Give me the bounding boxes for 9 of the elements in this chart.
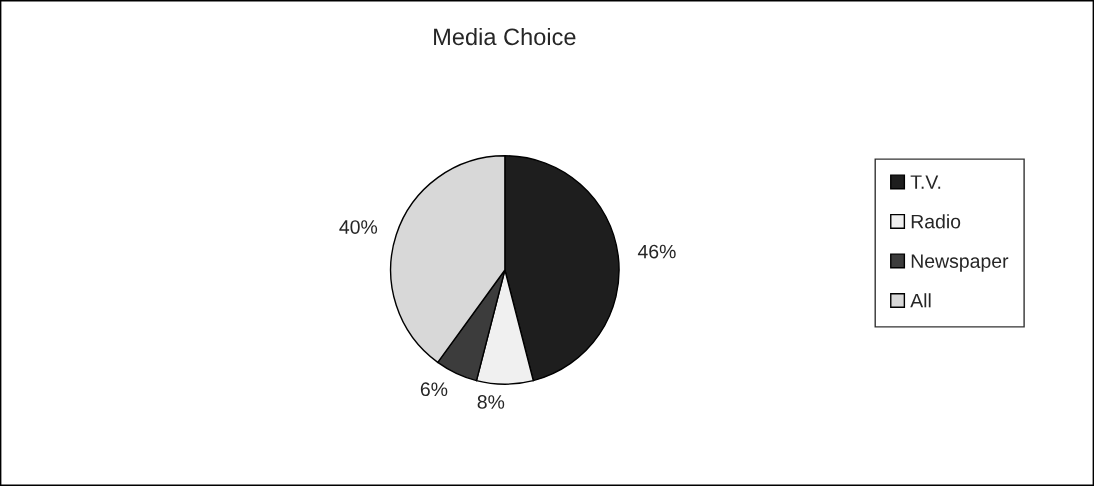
- legend-label: All: [910, 293, 931, 308]
- data-label: 8%: [477, 395, 505, 409]
- data-label: 6%: [420, 382, 448, 397]
- chart-title: Media Choice: [434, 27, 576, 46]
- data-label: 46%: [637, 244, 676, 259]
- legend-label: Newspaper: [911, 254, 1009, 272]
- data-label: 40%: [339, 220, 378, 234]
- legend-label: T.V.: [910, 175, 941, 189]
- legend-label: Radio: [911, 214, 961, 229]
